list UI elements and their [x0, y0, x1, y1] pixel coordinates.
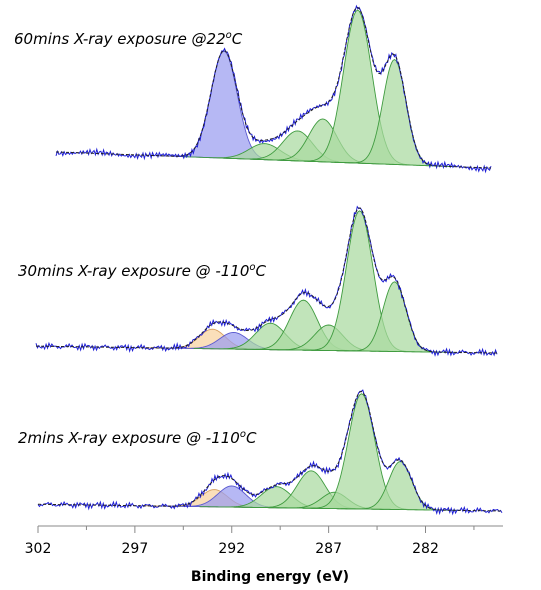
x-axis-ticks: 302 297 292 287 282	[25, 526, 475, 557]
panel-1	[35, 205, 498, 357]
fit-envelope-line	[35, 207, 498, 354]
panel-label-2min: 2mins X-ray exposure @ -110oC	[18, 429, 257, 447]
x-tick-label: 282	[412, 541, 439, 557]
panel-0	[55, 4, 492, 174]
panel-label-30min: 30mins X-ray exposure @ -110oC	[18, 262, 267, 280]
panel-2	[37, 389, 503, 516]
fit-envelope-line	[37, 391, 503, 512]
x-tick-label: 302	[25, 541, 52, 557]
x-tick-label: 292	[218, 541, 245, 557]
spectra-panels	[35, 4, 503, 516]
x-tick-label: 287	[315, 541, 342, 557]
panel-label-60min: 60mins X-ray exposure @22oC	[14, 30, 243, 48]
fit-envelope-line	[55, 7, 492, 169]
x-tick-label: 297	[122, 541, 149, 557]
measured-spectrum-line	[55, 4, 492, 174]
component-peak-blue-0	[155, 50, 293, 162]
x-axis-title: Binding energy (eV)	[191, 569, 349, 585]
